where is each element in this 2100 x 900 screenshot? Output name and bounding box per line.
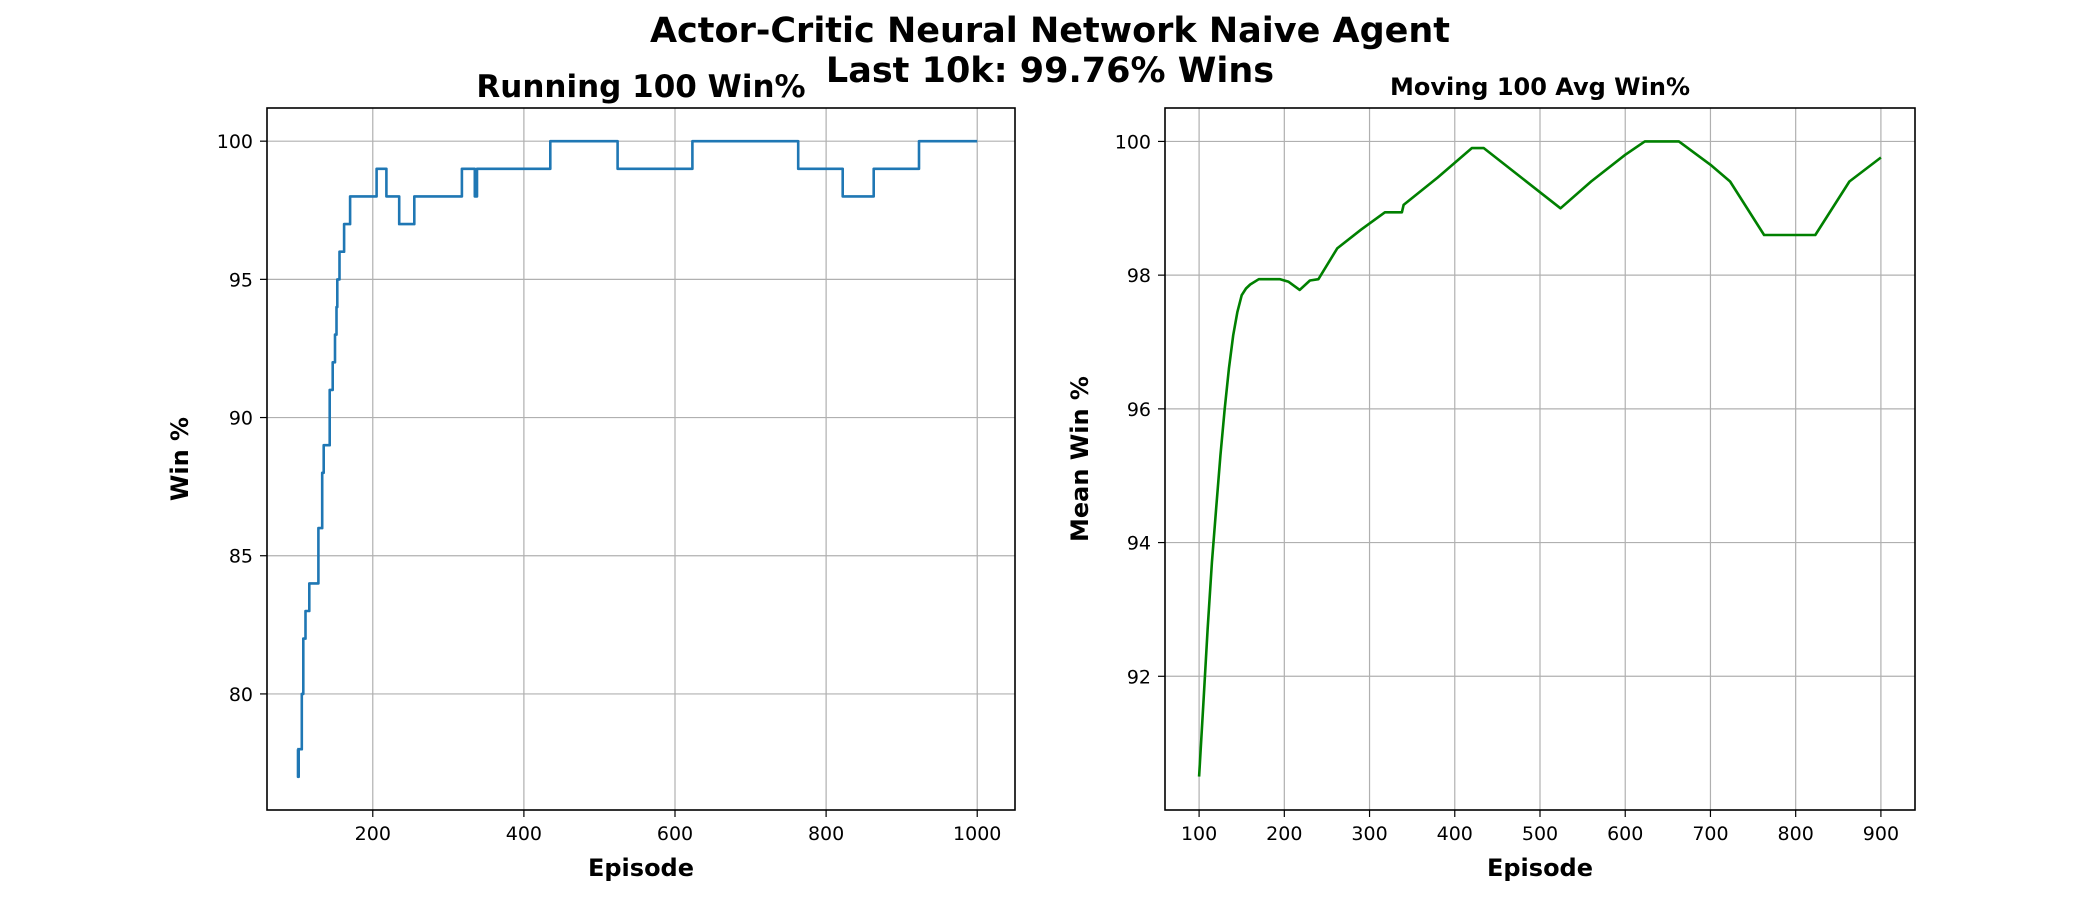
x-tick-label: 400 [506,823,542,845]
x-tick-label: 700 [1692,823,1728,845]
x-tick-label: 500 [1522,823,1558,845]
x-axis-label: Episode [1487,854,1593,882]
x-tick-label: 200 [1266,823,1302,845]
x-tick-label: 1000 [953,823,1001,845]
y-tick-label: 90 [229,408,253,430]
x-tick-label: 600 [657,823,693,845]
y-tick-label: 96 [1127,399,1151,421]
x-tick-label: 300 [1351,823,1387,845]
y-tick-label: 92 [1127,666,1151,688]
y-tick-label: 80 [229,684,253,706]
y-tick-label: 100 [217,131,253,153]
plot-frame [266,107,1016,811]
chart-title: Moving 100 Avg Win% [1390,73,1690,101]
figure-suptitle: Actor-Critic Neural Network Naive Agent L… [650,11,1450,91]
series-line [296,139,978,779]
y-tick-label: 98 [1127,265,1151,287]
y-tick-label: 95 [229,269,253,291]
series-group [1197,140,1882,777]
chart-moving-avg: 100 200 300 400 500 600 700 800 900 92 94 96 98 100 M… [1066,73,1916,882]
axis-ticks: 200 400 600 800 1000 80 85 90 95 100 [217,131,1002,845]
y-axis-label: Mean Win % [1066,376,1094,542]
x-axis-label: Episode [588,854,694,882]
y-axis-label: Win % [166,417,194,501]
x-tick-label: 800 [1778,823,1814,845]
series-line [1197,140,1882,777]
y-tick-label: 94 [1127,533,1151,555]
x-tick-label: 100 [1181,823,1217,845]
grid-lines [267,108,1015,810]
x-tick-label: 800 [808,823,844,845]
x-tick-label: 200 [355,823,391,845]
x-tick-label: 600 [1607,823,1643,845]
chart-running-win: 200 400 600 800 1000 80 85 90 95 100 Running 100 … [166,69,1016,882]
x-tick-label: 400 [1437,823,1473,845]
x-tick-label: 900 [1863,823,1899,845]
y-tick-label: 85 [229,546,253,568]
y-tick-label: 100 [1115,131,1151,153]
series-group [296,139,978,779]
axis-ticks: 100 200 300 400 500 600 700 800 900 92 94 96 98 100 [1115,131,1899,845]
chart-title: Running 100 Win% [476,69,805,105]
